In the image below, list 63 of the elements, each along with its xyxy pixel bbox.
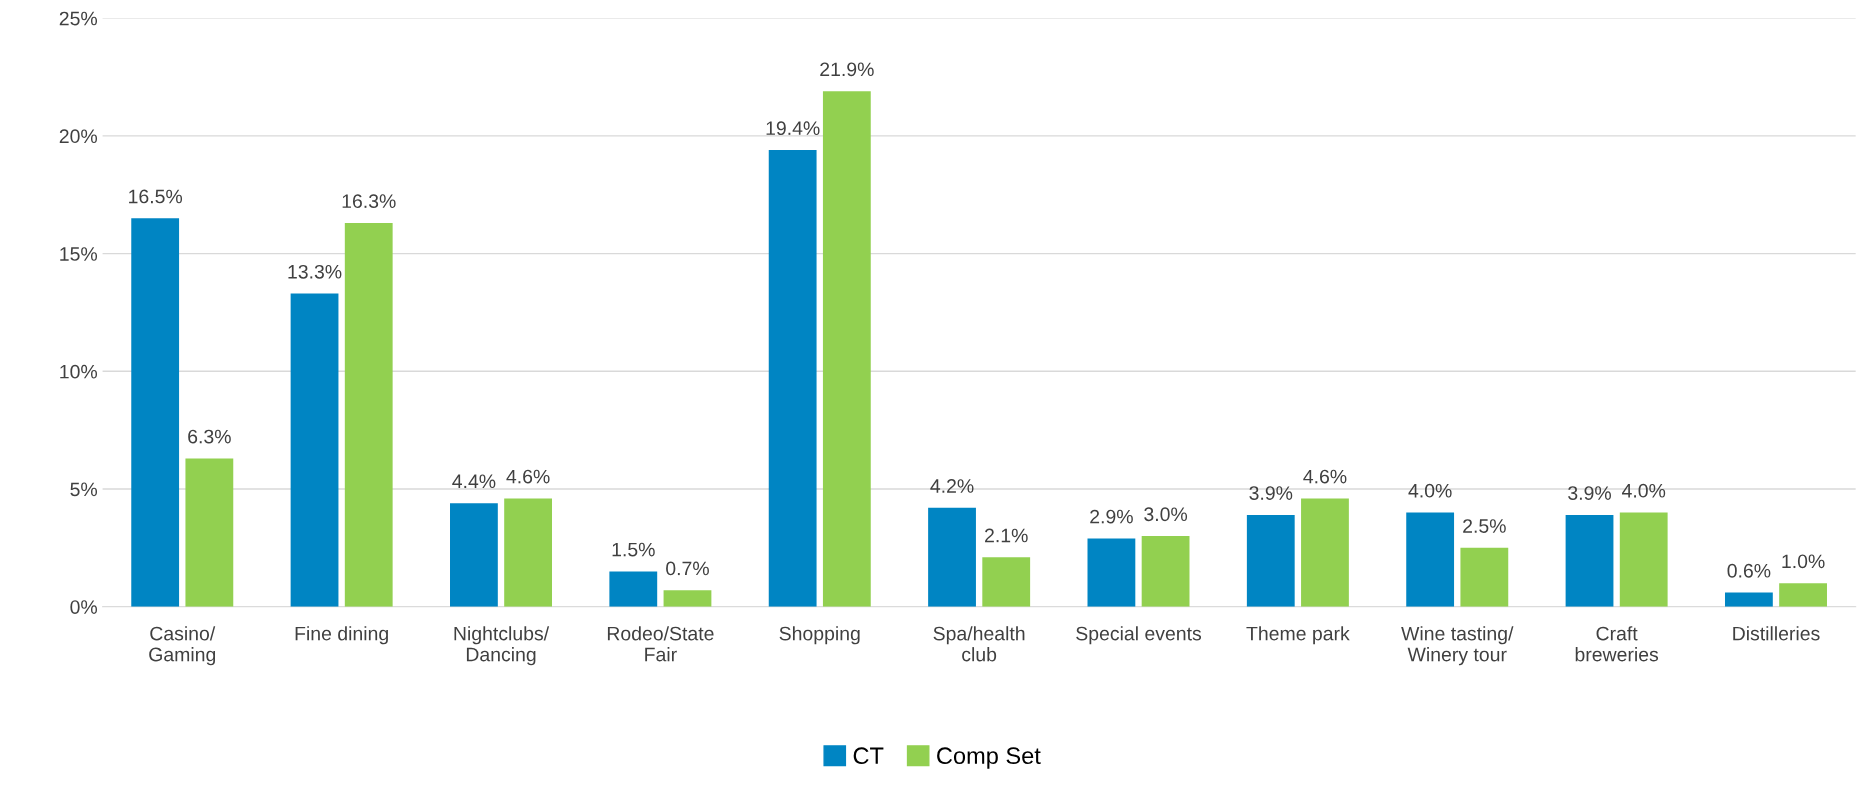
legend-label: CT xyxy=(853,747,884,765)
bar xyxy=(822,91,871,607)
x-tick-label: Shopping xyxy=(779,626,860,645)
bar xyxy=(290,293,339,607)
y-tick-label: 5% xyxy=(70,482,98,497)
bar xyxy=(1565,514,1614,607)
x-tick-label: Casino/ Gaming xyxy=(149,626,216,666)
y-tick-label: 10% xyxy=(60,364,98,379)
data-label: 4.2% xyxy=(930,479,974,493)
data-label: 2.1% xyxy=(985,528,1028,543)
data-label: 4.6% xyxy=(1303,469,1347,484)
y-tick-label: 25% xyxy=(59,11,98,26)
y-tick-label: 20% xyxy=(59,129,98,144)
bar xyxy=(1301,498,1349,607)
x-tick-label: Special events xyxy=(1076,626,1202,645)
data-label: 19.4% xyxy=(766,121,820,136)
data-label: 1.0% xyxy=(1782,554,1825,569)
x-tick-label: Spa/health club xyxy=(933,626,1025,662)
data-label: 16.3% xyxy=(342,194,396,209)
data-label: 3.0% xyxy=(1144,507,1188,522)
bar xyxy=(1087,538,1136,607)
data-label: 4.4% xyxy=(452,474,496,489)
bar xyxy=(504,498,553,607)
data-label: 0.7% xyxy=(666,561,709,576)
x-tick-label: Nightclubs/ Dancing xyxy=(454,626,550,666)
bar xyxy=(1724,592,1773,607)
x-tick-label: Rodeo/State Fair xyxy=(607,626,714,662)
bar xyxy=(450,503,498,607)
x-tick-label: Distilleries xyxy=(1733,626,1820,641)
data-label: 4.0% xyxy=(1622,483,1666,498)
bar xyxy=(768,150,817,607)
data-label: 21.9% xyxy=(820,62,874,77)
data-label: 3.9% xyxy=(1249,486,1293,500)
data-label: 1.5% xyxy=(612,542,655,557)
x-tick-label: Theme park xyxy=(1246,626,1350,645)
bar xyxy=(344,222,393,607)
data-label: 2.9% xyxy=(1090,509,1133,524)
bar xyxy=(609,571,658,607)
bar xyxy=(131,218,180,607)
bar xyxy=(1246,514,1295,607)
bar xyxy=(1141,536,1190,607)
y-tick-label: 15% xyxy=(60,247,98,261)
x-tick-label: Fine dining xyxy=(295,626,388,645)
bar xyxy=(1406,512,1455,607)
data-label: 2.5% xyxy=(1463,519,1506,533)
y-tick-label: 0% xyxy=(70,600,98,614)
bar xyxy=(1460,547,1509,607)
data-label: 6.3% xyxy=(188,429,231,444)
x-tick-label: Craft breweries xyxy=(1575,626,1659,662)
data-label: 0.6% xyxy=(1727,563,1771,578)
data-label: 4.0% xyxy=(1408,483,1452,498)
data-label: 3.9% xyxy=(1568,486,1611,500)
x-tick-label: Wine tasting/ Winery tour xyxy=(1401,626,1514,666)
data-label: 13.3% xyxy=(288,264,342,279)
legend-label: Comp Set xyxy=(937,747,1041,769)
bar xyxy=(185,458,234,607)
data-label: 4.6% xyxy=(506,469,550,484)
bar xyxy=(928,507,976,607)
bar xyxy=(982,557,1031,607)
bar xyxy=(663,590,712,607)
bar xyxy=(1779,583,1827,607)
data-label: 16.5% xyxy=(129,189,183,204)
bar xyxy=(1619,512,1668,607)
